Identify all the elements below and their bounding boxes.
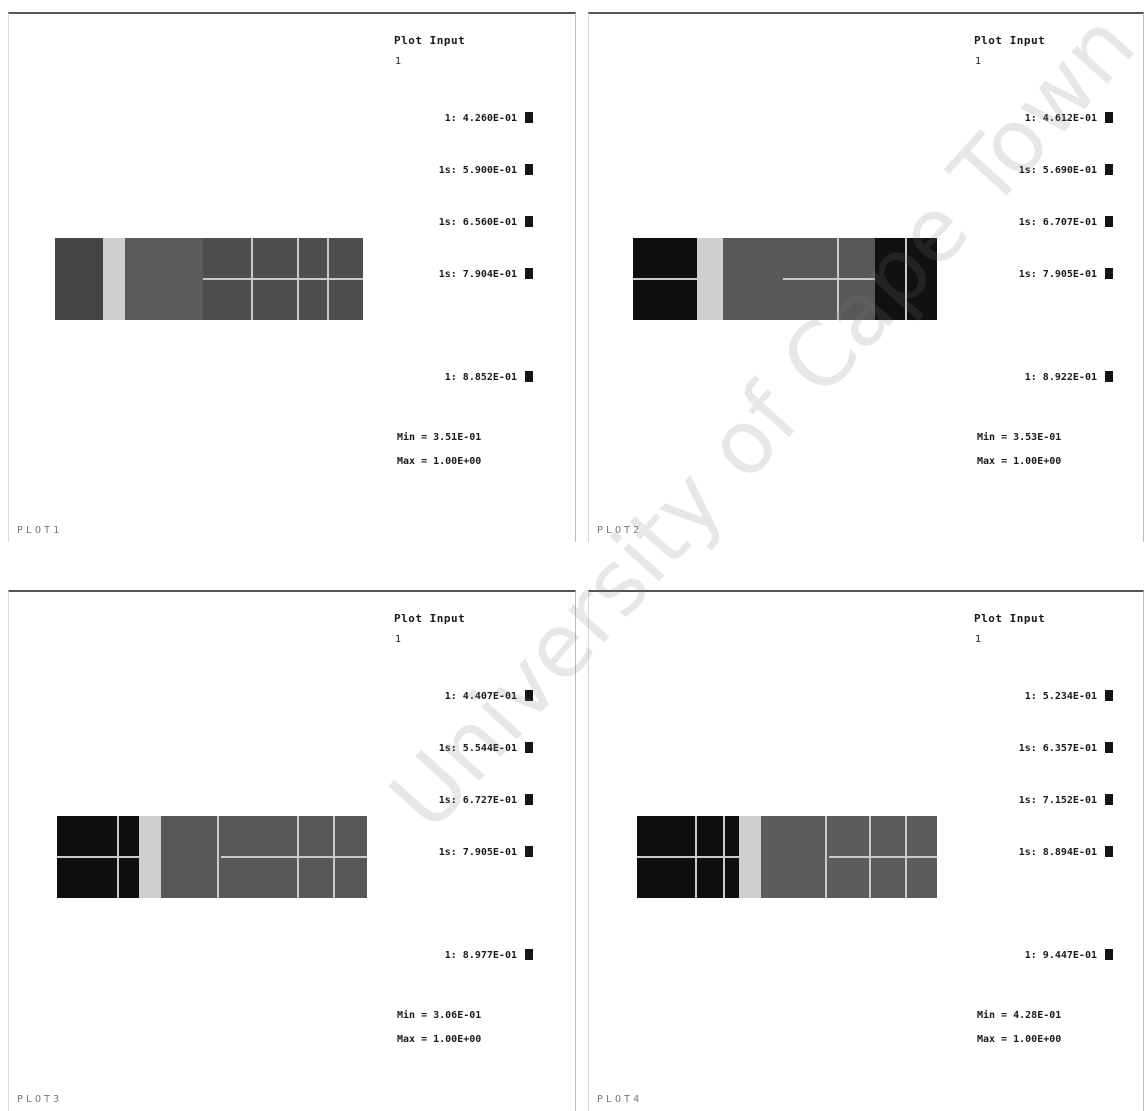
legend-swatch: [525, 742, 533, 753]
legend-swatch: [525, 846, 533, 857]
legend-item: 1: 4.612E-01: [979, 112, 1119, 128]
max-value: Max = 1.00E+00: [397, 1034, 482, 1045]
legend-swatch: [1105, 371, 1113, 382]
plot-subtitle: 1: [395, 56, 402, 67]
legend-item: 1: 9.447E-01: [979, 949, 1119, 965]
plot-title: Plot Input: [394, 34, 466, 47]
max-value: Max = 1.00E+00: [977, 1034, 1062, 1045]
legend-swatch: [525, 268, 533, 279]
legend-item: 1s: 5.544E-01: [399, 742, 539, 758]
legend-swatch: [1105, 268, 1113, 279]
legend-item: 1: 8.977E-01: [399, 949, 539, 965]
legend-item: 1: 8.852E-01: [399, 371, 539, 387]
min-value: Min = 3.51E-01: [397, 432, 482, 443]
legend-item: 1s: 8.894E-01: [979, 846, 1119, 862]
max-value: Max = 1.00E+00: [397, 456, 482, 467]
image-strip: [57, 816, 367, 898]
legend-swatch: [1105, 690, 1113, 701]
legend-item: 1s: 6.357E-01: [979, 742, 1119, 758]
image-strip: [55, 238, 363, 320]
legend-swatch: [525, 949, 533, 960]
plot-title: Plot Input: [974, 612, 1046, 625]
plot-subtitle: 1: [975, 634, 982, 645]
legend-swatch: [525, 164, 533, 175]
legend-item: 1: 4.260E-01: [399, 112, 539, 128]
legend-swatch: [525, 690, 533, 701]
legend-swatch: [1105, 164, 1113, 175]
image-strip: [633, 238, 937, 320]
legend-item: 1: 4.407E-01: [399, 690, 539, 706]
legend-item: 1s: 6.707E-01: [979, 216, 1119, 232]
min-value: Min = 3.06E-01: [397, 1010, 482, 1021]
plot-footer: PLOT3: [17, 1094, 63, 1105]
legend-swatch: [525, 216, 533, 227]
plot-title: Plot Input: [394, 612, 466, 625]
plot-subtitle: 1: [395, 634, 402, 645]
min-value: Min = 4.28E-01: [977, 1010, 1062, 1021]
legend-item: 1s: 6.727E-01: [399, 794, 539, 810]
plot-panel-4: Plot Input 1 1: 5.234E-01 1s: 6.357E-01 …: [588, 590, 1144, 1111]
legend-item: 1s: 5.900E-01: [399, 164, 539, 180]
plot-footer: PLOT4: [597, 1094, 643, 1105]
legend-item: 1: 8.922E-01: [979, 371, 1119, 387]
legend-swatch: [525, 112, 533, 123]
legend-swatch: [1105, 846, 1113, 857]
legend-swatch: [525, 371, 533, 382]
plot-subtitle: 1: [975, 56, 982, 67]
plot-title: Plot Input: [974, 34, 1046, 47]
legend-item: 1s: 7.905E-01: [399, 846, 539, 862]
legend-swatch: [1105, 216, 1113, 227]
plot-panel-3: Plot Input 1 1: 4.407E-01 1s: 5.544E-01 …: [8, 590, 576, 1111]
image-strip: [637, 816, 937, 898]
legend-item: 1: 5.234E-01: [979, 690, 1119, 706]
plot-panel-2: Plot Input 1 1: 4.612E-01 1s: 5.690E-01 …: [588, 12, 1144, 542]
legend-item: 1s: 6.560E-01: [399, 216, 539, 232]
legend-swatch: [1105, 742, 1113, 753]
legend-item: 1s: 7.905E-01: [979, 268, 1119, 284]
plot-panel-1: Plot Input 1 1: 4.260E-01 1s: 5.900E-01 …: [8, 12, 576, 542]
min-value: Min = 3.53E-01: [977, 432, 1062, 443]
legend-swatch: [1105, 949, 1113, 960]
plot-footer: PLOT2: [597, 525, 643, 536]
legend-swatch: [1105, 794, 1113, 805]
plot-footer: PLOT1: [17, 525, 63, 536]
legend-item: 1s: 5.690E-01: [979, 164, 1119, 180]
legend-swatch: [525, 794, 533, 805]
max-value: Max = 1.00E+00: [977, 456, 1062, 467]
legend-swatch: [1105, 112, 1113, 123]
legend-item: 1s: 7.152E-01: [979, 794, 1119, 810]
legend-item: 1s: 7.904E-01: [399, 268, 539, 284]
